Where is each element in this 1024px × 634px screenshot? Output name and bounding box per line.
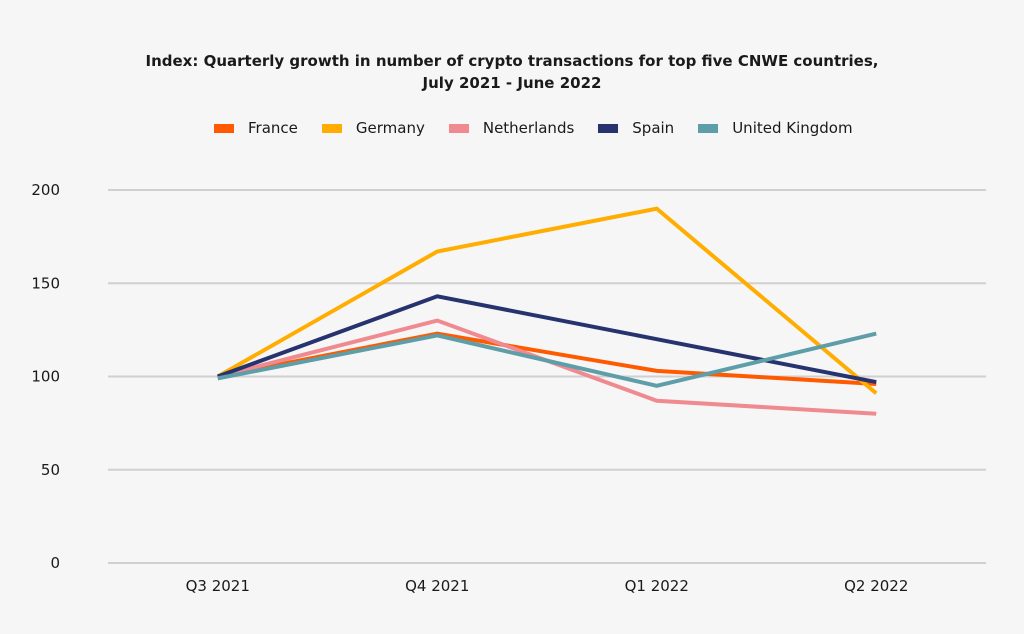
chart-title-line2: July 2021 - June 2022 (422, 74, 602, 92)
legend-label: Spain (632, 119, 675, 137)
legend-item: Spain (598, 119, 674, 137)
chart-title-line1: Index: Quarterly growth in number of cry… (145, 52, 879, 70)
x-tick-label: Q4 2021 (405, 577, 469, 595)
series-line-netherlands (217, 318, 877, 416)
legend-label: Germany (355, 119, 425, 137)
x-tick-label: Q3 2021 (186, 577, 250, 595)
series-line-united-kingdom (217, 331, 877, 388)
legend-swatch (321, 123, 342, 133)
legend-swatch (698, 123, 719, 133)
legend-item: France (214, 119, 298, 137)
legend: France Germany Netherlands Spain United King… (214, 119, 877, 137)
legend-item: Netherlands (448, 119, 575, 137)
legend-label: Netherlands (482, 119, 575, 137)
legend-label: France (248, 119, 298, 137)
series-line-germany (216, 206, 878, 395)
chart-title: Index: Quarterly growth in number of cry… (0, 50, 1024, 94)
x-tick-label: Q2 2022 (844, 577, 908, 595)
legend-swatch (598, 123, 619, 133)
legend-swatch (448, 123, 469, 133)
x-tick-label: Q1 2022 (625, 577, 689, 595)
y-tick-label: 150 (31, 274, 60, 292)
legend-item: United Kingdom (698, 119, 853, 137)
y-tick-label: 0 (50, 554, 60, 572)
y-tick-label: 100 (31, 368, 60, 386)
legend-item: Germany (321, 119, 425, 137)
legend-label: United Kingdom (732, 119, 853, 137)
y-tick-label: 200 (31, 181, 60, 199)
y-tick-label: 50 (41, 461, 60, 479)
legend-swatch (214, 123, 234, 133)
